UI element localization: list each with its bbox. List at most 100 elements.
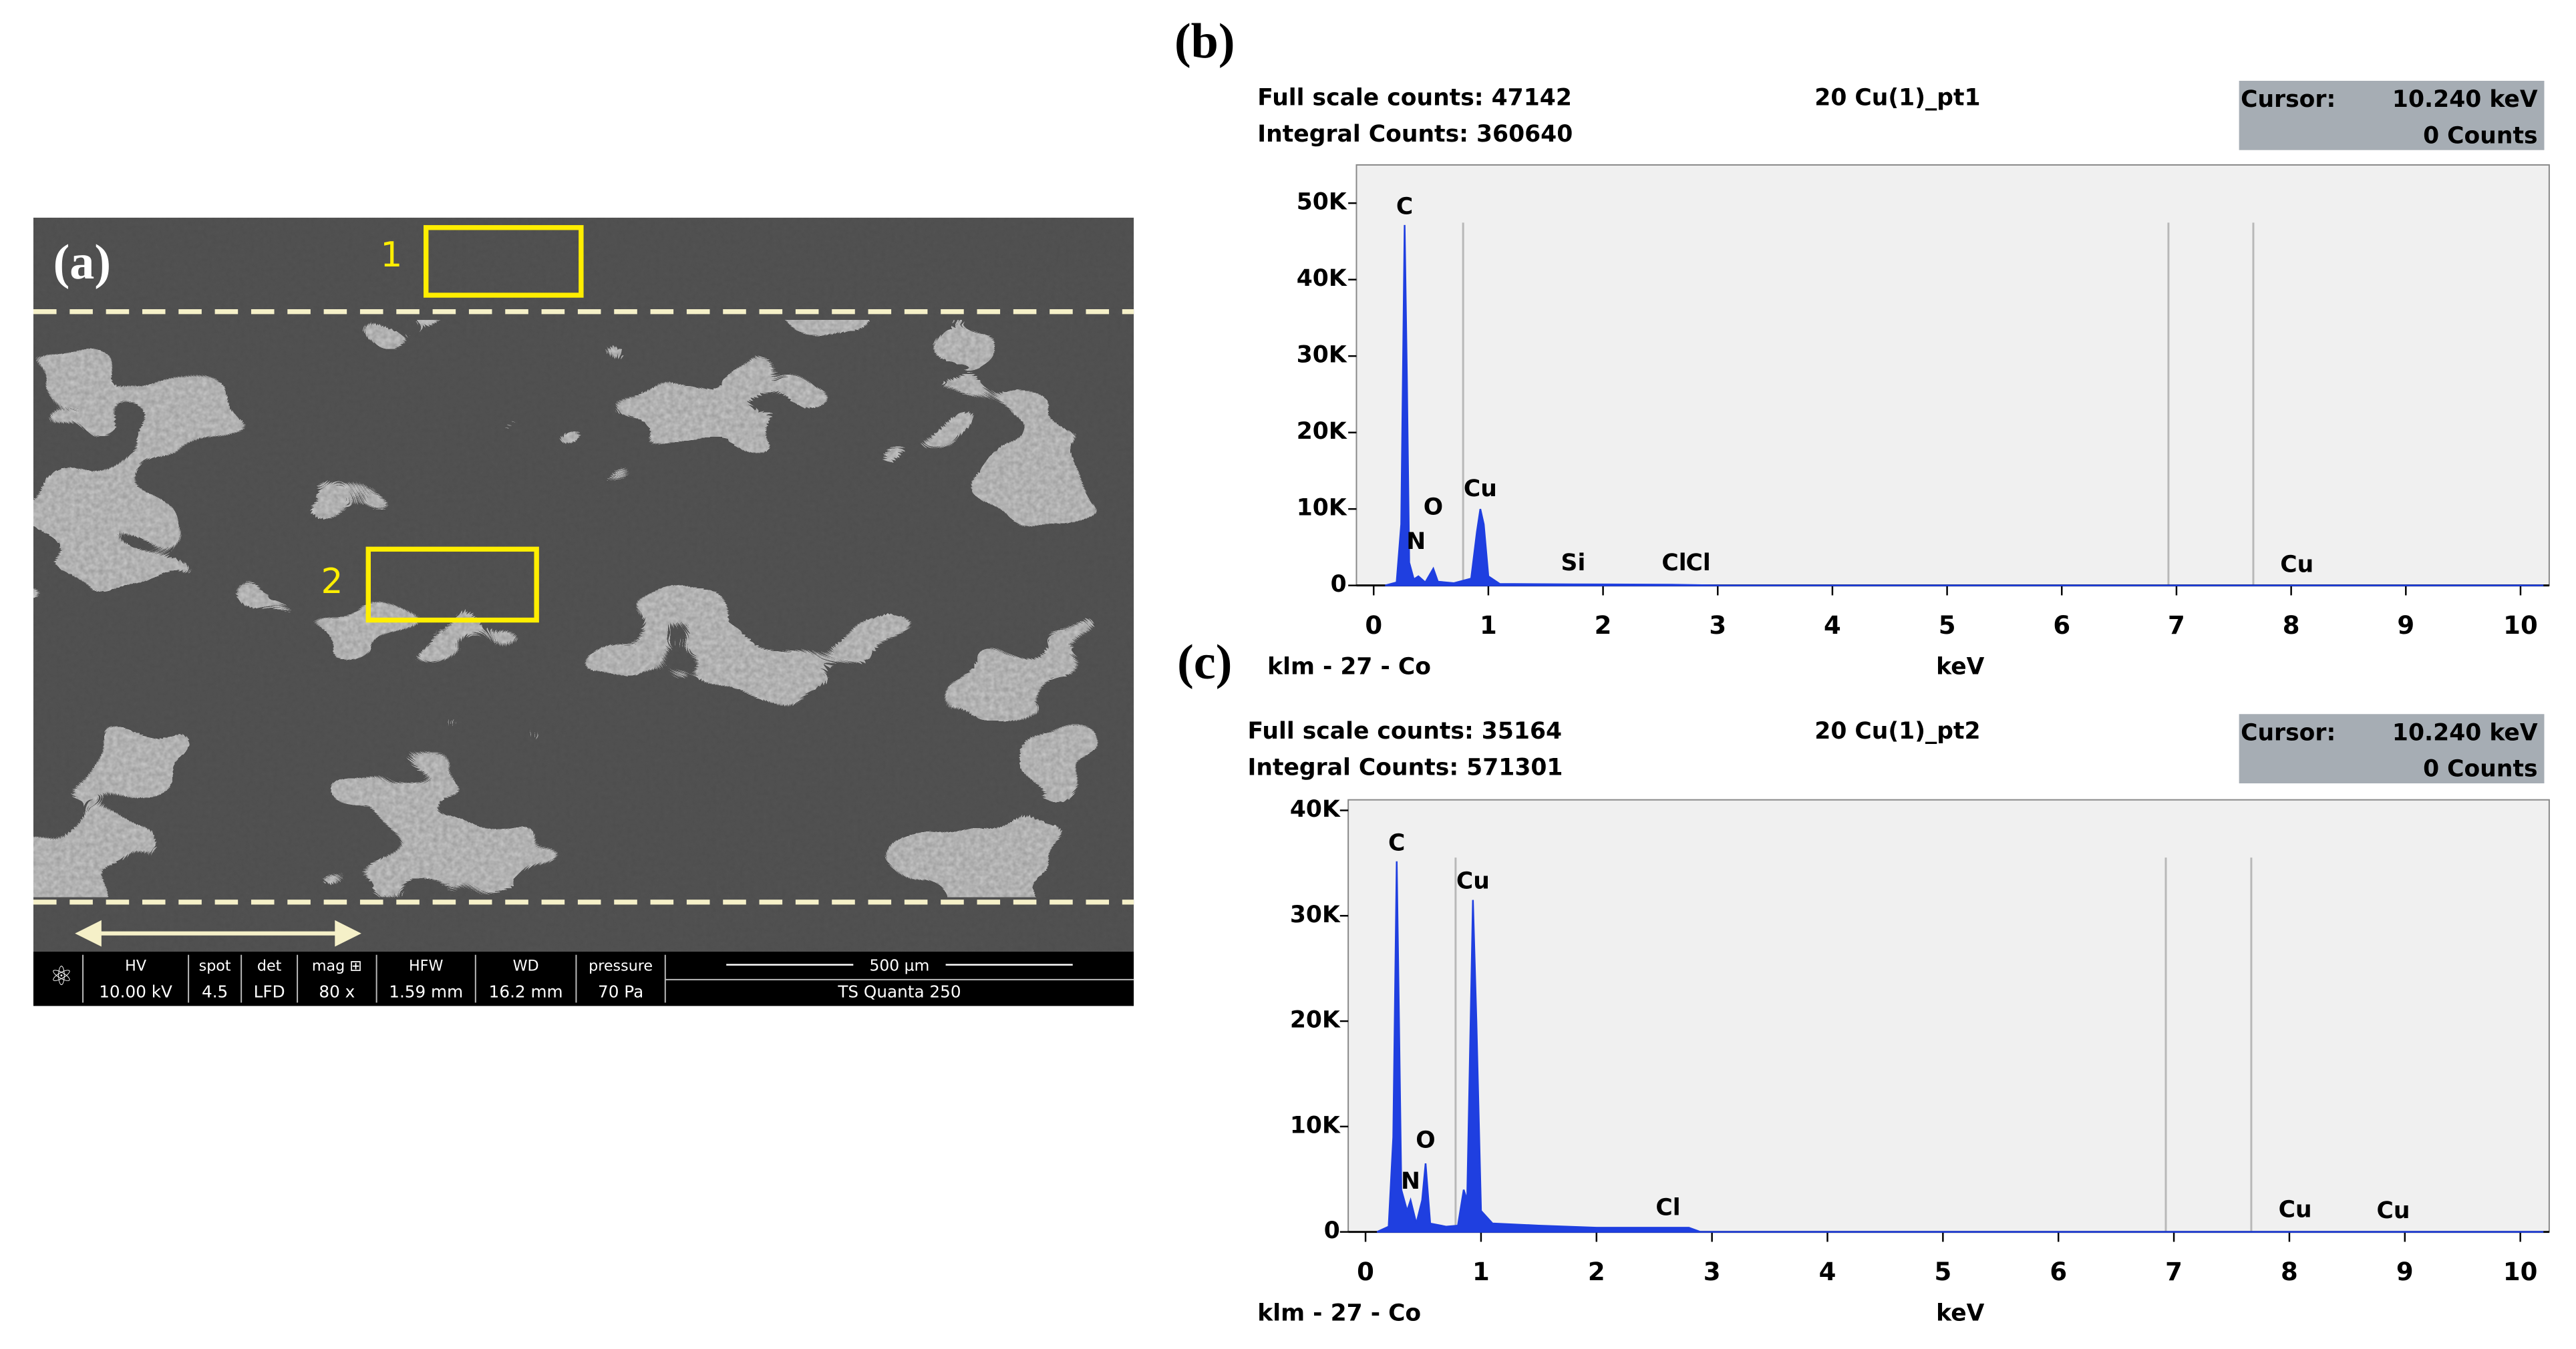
- x-tick-label: 1: [1480, 611, 1497, 640]
- footer: klm - 27 - Co: [1267, 654, 1431, 681]
- logo: ⚛: [49, 961, 73, 992]
- y-tick-label: 20K: [1297, 418, 1347, 445]
- cursor-label: Cursor:: [2241, 86, 2336, 113]
- info-header: pressure: [589, 958, 653, 975]
- footer: klm - 27 - Co: [1257, 1300, 1421, 1327]
- info-header: det: [257, 958, 282, 975]
- x-tick-label: 5: [1934, 1258, 1951, 1286]
- panel-label: (b): [1174, 14, 1235, 69]
- info-value: 70 Pa: [598, 982, 643, 1002]
- x-tick-label: 7: [2165, 1258, 2183, 1286]
- x-tick-label: 9: [2397, 611, 2414, 640]
- x-tick-label: 10: [2503, 1258, 2538, 1286]
- y-tick-label: 40K: [1290, 796, 1341, 823]
- info-value: 1.59 mm: [389, 982, 463, 1002]
- info-header: HFW: [409, 958, 443, 975]
- info-header: mag ⊞: [312, 958, 362, 975]
- cursor-label: Cursor:: [2241, 719, 2336, 746]
- y-tick-label: 10K: [1290, 1112, 1341, 1139]
- x-tick-label: 8: [2283, 611, 2300, 640]
- y-tick-label: 30K: [1290, 902, 1341, 928]
- info-value: 10.00 kV: [99, 982, 172, 1002]
- x-tick-label: 0: [1357, 1258, 1374, 1286]
- info-text: Integral Counts: 571301: [1247, 754, 1563, 781]
- y-tick-label: 40K: [1297, 265, 1347, 292]
- cursor-counts: 0 Counts: [2423, 122, 2538, 149]
- info-header: HV: [125, 958, 147, 975]
- x-tick-label: 5: [1939, 611, 1956, 640]
- info-value: LFD: [254, 982, 285, 1002]
- x-tick-label: 6: [2050, 1258, 2067, 1286]
- scale-bar-label-bg: [853, 954, 946, 975]
- x-tick-label: 0: [1365, 611, 1382, 640]
- x-tick-label: 3: [1709, 611, 1726, 640]
- info-value: 80 x: [319, 982, 355, 1002]
- peak-label: Cl: [1685, 550, 1710, 576]
- y-tick-label: 10K: [1297, 495, 1347, 522]
- peak-label: N: [1406, 528, 1426, 555]
- scale-bar-label: 500 µm: [869, 956, 929, 975]
- peak-label: N: [1401, 1168, 1420, 1195]
- panel-label: (a): [53, 235, 111, 290]
- peak-label: Cl: [1655, 1194, 1680, 1221]
- info-value: 16.2 mm: [489, 982, 563, 1002]
- y-tick-label: 30K: [1297, 342, 1347, 369]
- arrow: [75, 920, 361, 947]
- region-box: [365, 546, 539, 623]
- spectrum-panel: (c) Full scale counts: 35164 Integral Coun…: [1177, 635, 2550, 1327]
- peak-label: Cu: [1464, 475, 1497, 502]
- info-header: WD: [513, 958, 539, 975]
- plot-area: [1347, 799, 2550, 1233]
- info-text: Full scale counts: 35164: [1247, 718, 1562, 745]
- peak-label: Cu: [2279, 1197, 2312, 1223]
- y-tick-label: 0: [1324, 1217, 1340, 1244]
- peak-label: Cu: [2377, 1197, 2410, 1224]
- peak-label: Cu: [1456, 868, 1490, 894]
- x-tick-label: 2: [1595, 611, 1612, 640]
- spectrum-title: 20 Cu(1)_pt1: [1814, 85, 1980, 112]
- x-axis-label: keV: [1936, 1300, 1984, 1327]
- instrument: TS Quanta 250: [837, 982, 961, 1002]
- info-bar-cells: ⚛ HV 10.00 kV spot 4.5 det LFD mag ⊞ 80 x HFW 1.59…: [49, 954, 1134, 1003]
- info-value: 4.5: [202, 982, 228, 1002]
- x-tick-label: 7: [2168, 611, 2185, 640]
- info-text: Integral Counts: 360640: [1257, 121, 1573, 148]
- panel-label: (c): [1177, 635, 1232, 690]
- y-tick-label: 20K: [1290, 1007, 1341, 1034]
- x-tick-label: 4: [1824, 611, 1841, 640]
- spectrum-title: 20 Cu(1)_pt2: [1814, 718, 1980, 745]
- spectrum-panel: (b) Full scale counts: 47142 Integral Coun…: [1174, 14, 2550, 681]
- spectrum: [1376, 861, 2544, 1233]
- x-tick-label: 4: [1819, 1258, 1836, 1286]
- x-tick-label: 9: [2396, 1258, 2414, 1286]
- cursor-counts: 0 Counts: [2423, 756, 2538, 783]
- peak-label: O: [1416, 1127, 1435, 1153]
- cursor-box: [2239, 714, 2545, 783]
- x-tick-label: 6: [2053, 611, 2070, 640]
- y-tick-label: 0: [1331, 571, 1347, 598]
- info-header: spot: [199, 958, 231, 975]
- y-tick-label: 50K: [1297, 189, 1347, 216]
- peak-label: Cu: [2280, 551, 2313, 578]
- x-tick-label: 3: [1704, 1258, 1721, 1286]
- spectrum: [1385, 224, 2544, 586]
- peak-label: C: [1388, 829, 1405, 856]
- cursor-box: [2239, 81, 2545, 150]
- peak-label: O: [1424, 494, 1443, 521]
- region-label: 1: [380, 235, 402, 275]
- peak-label: Si: [1561, 550, 1586, 576]
- info-text: Full scale counts: 47142: [1257, 85, 1572, 112]
- sem-panel: 1 2 (a) ⚛ HV 10.00 kV spot 4.5 det LFD mag ⊞ 80 …: [33, 217, 1134, 1006]
- x-tick-label: 8: [2281, 1258, 2298, 1286]
- cursor-energy: 10.240 keV: [2392, 86, 2538, 113]
- region-label: 2: [321, 562, 343, 602]
- x-axis-label: keV: [1936, 654, 1984, 681]
- x-tick-label: 10: [2503, 611, 2538, 640]
- peak-label: Cl: [1661, 550, 1686, 576]
- sem-texture: [33, 217, 1134, 952]
- plot-area: [1355, 164, 2550, 586]
- region-box: [424, 225, 584, 298]
- info-bar: [33, 951, 1134, 1006]
- peak-label: C: [1396, 194, 1413, 220]
